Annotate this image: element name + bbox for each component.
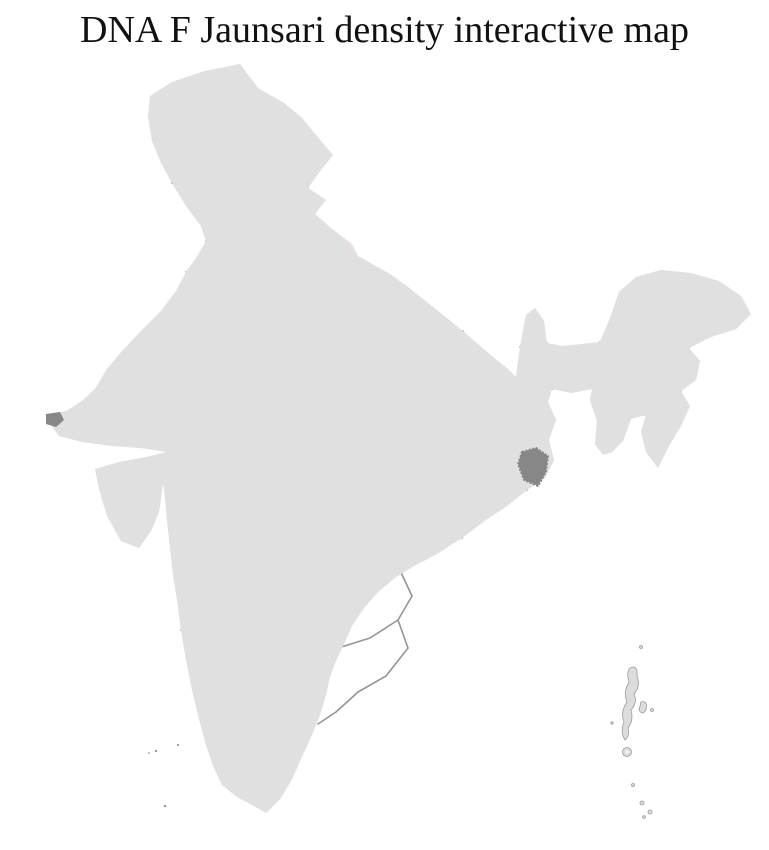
island[interactable] <box>642 815 646 819</box>
andaman-nicobar-islands[interactable] <box>610 645 654 819</box>
page-title: DNA F Jaunsari density interactive map <box>80 9 689 51</box>
kutch-marsh-patch <box>46 412 64 427</box>
sundarbans-delta-patch <box>516 446 550 488</box>
island[interactable] <box>639 645 643 649</box>
marsh-delta-areas <box>46 412 550 488</box>
island[interactable] <box>163 804 167 808</box>
island[interactable] <box>610 721 614 725</box>
island[interactable] <box>650 708 654 712</box>
lakshadweep-islands[interactable] <box>148 743 180 808</box>
island-ring-lagoon <box>625 750 629 754</box>
island[interactable] <box>638 701 647 714</box>
island[interactable] <box>154 749 158 753</box>
country-outline <box>45 63 752 814</box>
island-chain[interactable] <box>621 666 639 741</box>
island[interactable] <box>148 752 150 754</box>
island[interactable] <box>631 783 635 787</box>
island[interactable] <box>647 809 653 815</box>
island[interactable] <box>176 743 180 747</box>
island[interactable] <box>639 800 645 806</box>
